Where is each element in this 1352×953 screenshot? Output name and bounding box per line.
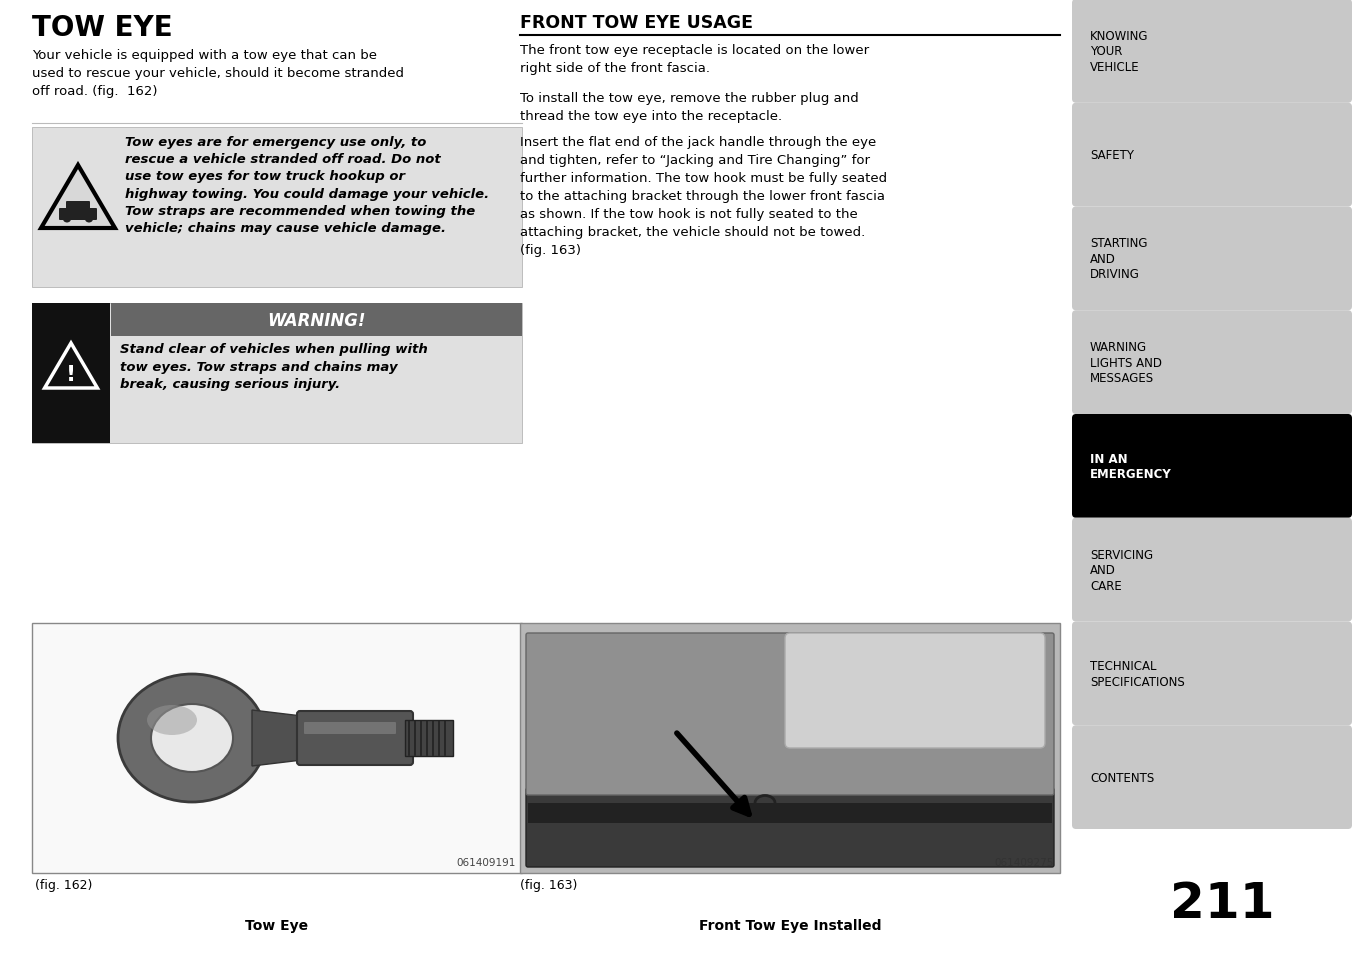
Text: Front Tow Eye Installed: Front Tow Eye Installed bbox=[699, 918, 882, 932]
FancyBboxPatch shape bbox=[786, 634, 1045, 748]
FancyBboxPatch shape bbox=[1072, 518, 1352, 622]
FancyBboxPatch shape bbox=[1072, 0, 1352, 104]
Text: Tow eyes are for emergency use only, to
rescue a vehicle stranded off road. Do n: Tow eyes are for emergency use only, to … bbox=[124, 136, 489, 234]
Ellipse shape bbox=[151, 704, 233, 772]
Text: 211: 211 bbox=[1169, 879, 1275, 927]
FancyBboxPatch shape bbox=[1072, 415, 1352, 518]
FancyBboxPatch shape bbox=[32, 623, 522, 873]
Ellipse shape bbox=[85, 216, 93, 223]
Text: SAFETY: SAFETY bbox=[1090, 149, 1134, 162]
Ellipse shape bbox=[147, 705, 197, 735]
Text: Insert the flat end of the jack handle through the eye
and tighten, refer to “Ja: Insert the flat end of the jack handle t… bbox=[521, 136, 887, 256]
Text: CONTENTS: CONTENTS bbox=[1090, 771, 1155, 783]
Text: KNOWING
YOUR
VEHICLE: KNOWING YOUR VEHICLE bbox=[1090, 30, 1148, 73]
Ellipse shape bbox=[64, 216, 72, 223]
Text: WARNING!: WARNING! bbox=[268, 312, 366, 329]
FancyBboxPatch shape bbox=[406, 720, 453, 757]
Text: TOW EYE: TOW EYE bbox=[32, 14, 173, 42]
Text: To install the tow eye, remove the rubber plug and
thread the tow eye into the r: To install the tow eye, remove the rubbe… bbox=[521, 91, 859, 123]
Text: !: ! bbox=[66, 365, 76, 385]
FancyBboxPatch shape bbox=[297, 711, 412, 765]
Text: WARNING
LIGHTS AND
MESSAGES: WARNING LIGHTS AND MESSAGES bbox=[1090, 341, 1161, 385]
FancyBboxPatch shape bbox=[32, 304, 522, 443]
Polygon shape bbox=[251, 710, 301, 766]
FancyBboxPatch shape bbox=[529, 803, 1052, 823]
FancyBboxPatch shape bbox=[1072, 311, 1352, 415]
Text: (fig. 162): (fig. 162) bbox=[35, 878, 92, 891]
FancyBboxPatch shape bbox=[1072, 104, 1352, 208]
Text: Tow Eye: Tow Eye bbox=[246, 918, 308, 932]
FancyBboxPatch shape bbox=[1072, 725, 1352, 829]
Ellipse shape bbox=[118, 675, 266, 802]
Text: (fig. 163): (fig. 163) bbox=[521, 878, 577, 891]
FancyBboxPatch shape bbox=[1072, 622, 1352, 725]
FancyBboxPatch shape bbox=[526, 788, 1055, 867]
FancyBboxPatch shape bbox=[526, 634, 1055, 795]
Text: 061409275: 061409275 bbox=[995, 857, 1055, 867]
Text: TECHNICAL
SPECIFICATIONS: TECHNICAL SPECIFICATIONS bbox=[1090, 659, 1184, 688]
FancyBboxPatch shape bbox=[1072, 208, 1352, 311]
FancyBboxPatch shape bbox=[521, 623, 1060, 873]
Text: Stand clear of vehicles when pulling with
tow eyes. Tow straps and chains may
br: Stand clear of vehicles when pulling wit… bbox=[120, 343, 427, 391]
FancyBboxPatch shape bbox=[37, 132, 118, 284]
FancyBboxPatch shape bbox=[304, 722, 396, 734]
Text: IN AN
EMERGENCY: IN AN EMERGENCY bbox=[1090, 452, 1172, 480]
Text: FRONT TOW EYE USAGE: FRONT TOW EYE USAGE bbox=[521, 14, 753, 32]
FancyBboxPatch shape bbox=[59, 209, 97, 221]
FancyBboxPatch shape bbox=[32, 128, 522, 288]
Text: Your vehicle is equipped with a tow eye that can be
used to rescue your vehicle,: Your vehicle is equipped with a tow eye … bbox=[32, 49, 404, 98]
Bar bbox=[32, 304, 110, 443]
Text: SERVICING
AND
CARE: SERVICING AND CARE bbox=[1090, 548, 1153, 592]
Text: STARTING
AND
DRIVING: STARTING AND DRIVING bbox=[1090, 237, 1148, 281]
Polygon shape bbox=[41, 166, 115, 229]
Bar bbox=[111, 304, 522, 336]
Text: 061409191: 061409191 bbox=[457, 857, 516, 867]
Text: The front tow eye receptacle is located on the lower
right side of the front fas: The front tow eye receptacle is located … bbox=[521, 44, 869, 75]
FancyBboxPatch shape bbox=[66, 202, 91, 212]
